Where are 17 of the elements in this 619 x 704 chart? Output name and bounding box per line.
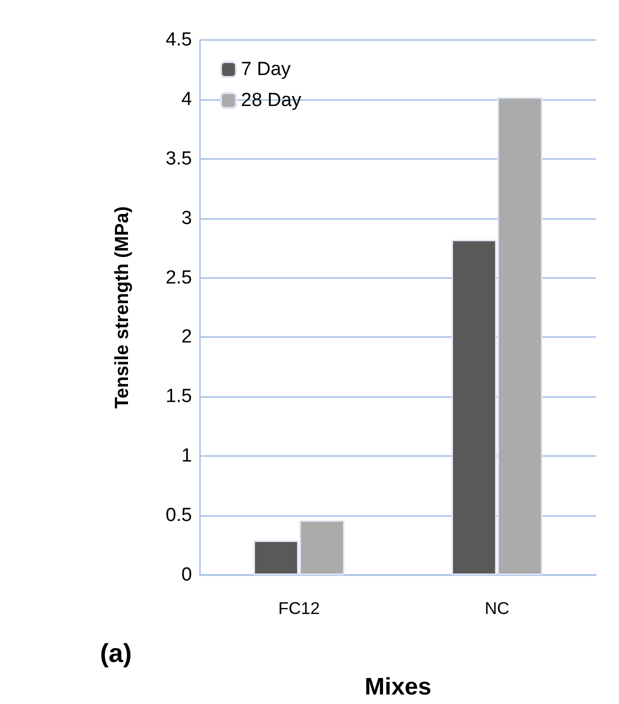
legend-label: 28 Day — [241, 90, 302, 111]
text: (a) — [100, 638, 132, 668]
y-tick-label: 2.5 — [166, 267, 192, 288]
y-tick-label: 1.5 — [166, 386, 192, 408]
legend-label: 7 Day — [241, 59, 292, 80]
y-tick-label: 0.5 — [166, 505, 192, 526]
y-axis-title: Tensile strength (MPa) — [112, 206, 133, 409]
y-tick-label: 4.5 — [166, 30, 192, 50]
y-tick-label: 0 — [181, 564, 192, 586]
x-axis-title: Mixes — [364, 674, 432, 700]
y-tick-label: 1 — [181, 446, 192, 467]
y-tick-label: 2 — [181, 326, 192, 348]
y-tick-label: 4 — [181, 88, 192, 110]
x-tick-label: FC12 — [278, 599, 320, 618]
x-tick-label: NC — [484, 599, 510, 618]
y-tick-label: 3.5 — [166, 148, 192, 170]
y-tick-label: 3 — [181, 208, 192, 229]
